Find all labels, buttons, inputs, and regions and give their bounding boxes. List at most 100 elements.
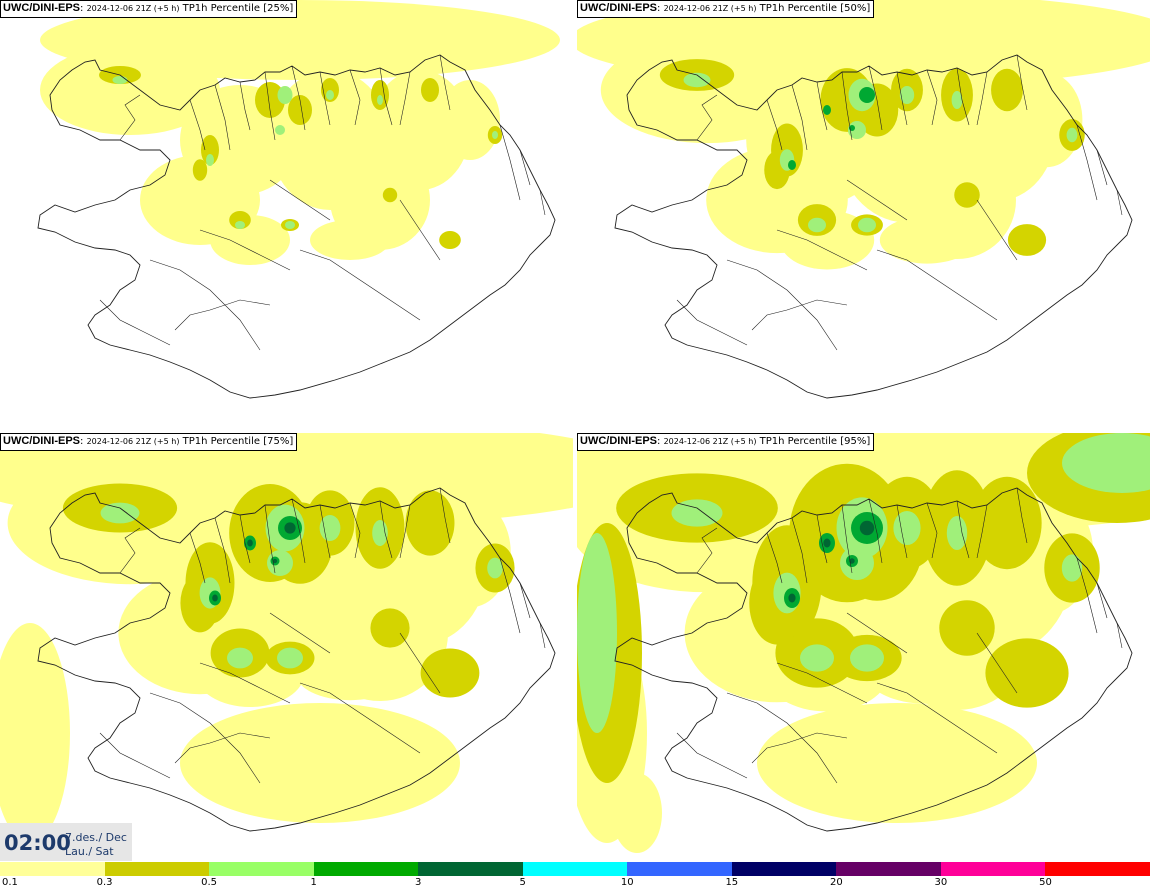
colorbar-label: 5 [519, 877, 526, 888]
precip-area-olive [972, 476, 1042, 570]
run-time: 2024-12-06 21Z (+5 h) [86, 4, 180, 13]
colorbar-label: 20 [829, 877, 843, 888]
map-panel-p50: UWC/DINI-EPS: 2024-12-06 21Z (+5 h) TP1h… [577, 0, 1150, 430]
precip-area-light [0, 623, 70, 843]
border-line [539, 622, 546, 649]
border-line [214, 517, 231, 584]
colorbar-label: 1 [310, 877, 317, 888]
product-name: TP1h Percentile [759, 436, 837, 447]
border-line [269, 179, 331, 221]
border-line [519, 582, 531, 619]
border-line [239, 514, 251, 564]
precip-area-light [40, 45, 220, 135]
border-line [726, 259, 838, 351]
colorbar-label: 0.5 [201, 877, 218, 888]
border-line [1116, 622, 1123, 649]
precip-area-lightgreen [683, 72, 711, 88]
precip-map [577, 0, 1150, 399]
coastline [614, 487, 1133, 832]
colorbar-segment [522, 862, 628, 876]
precip-area-light [310, 220, 390, 260]
precip-area-lightgreen [951, 91, 963, 109]
border-line [766, 99, 783, 151]
coastline [614, 54, 1133, 399]
precip-map [0, 433, 573, 843]
border-line [1116, 189, 1123, 216]
precip-area-olive [382, 187, 398, 203]
colorbar-segment [627, 862, 732, 876]
precip-area-lightgreen [899, 86, 915, 104]
precip-area-olive [421, 78, 439, 102]
border-line [119, 94, 141, 141]
precip-area-olive [192, 159, 208, 181]
border-line [896, 71, 908, 126]
precip-area-lightgreen [850, 644, 884, 672]
precip-area-lightgreen [1061, 554, 1083, 582]
map-panel-p75: UWC/DINI-EPS: 2024-12-06 21Z (+5 h) TP1h… [0, 433, 573, 863]
colorbar-label: 3 [414, 877, 422, 888]
coastline [37, 487, 556, 832]
border-line [499, 124, 521, 201]
colorbar-label: 10 [620, 877, 634, 888]
border-line [926, 69, 938, 126]
precip-area-olive [991, 68, 1023, 112]
colorbar-label: 30 [934, 877, 948, 888]
valid-time: 02:00 [4, 831, 71, 855]
precip-area-lightgreen [267, 550, 293, 576]
border-line [99, 299, 171, 346]
border-line [119, 527, 141, 574]
precip-area-light [612, 773, 662, 853]
precip-area-light [879, 216, 975, 264]
precip-area-darkgreen [859, 520, 875, 536]
valid-weekday: Lau./ Sat [65, 845, 114, 858]
border-line [264, 71, 276, 141]
border-line [189, 99, 206, 151]
percentile-label: [50%] [840, 3, 871, 14]
precip-area-lightgreen [1066, 127, 1078, 143]
product-name: TP1h Percentile [182, 3, 260, 14]
precip-area-light [440, 80, 500, 160]
panel-title: UWC/DINI-EPS: 2024-12-06 21Z (+5 h) TP1h… [577, 0, 875, 18]
precip-area-lightgreen [858, 217, 876, 233]
border-line [726, 692, 838, 784]
precip-area-lightgreen [112, 76, 128, 84]
border-line [269, 612, 331, 654]
run-time: 2024-12-06 21Z (+5 h) [663, 4, 757, 13]
border-line [399, 632, 441, 694]
precip-area-light [757, 703, 1037, 823]
border-line [791, 84, 808, 151]
border-line [896, 504, 908, 559]
precip-area-lightgreen [206, 154, 214, 166]
colorbar-segment [1045, 862, 1150, 876]
percentile-label: [95%] [840, 436, 871, 447]
precip-area-lightgreen [319, 515, 341, 541]
precip-area-light [295, 645, 405, 701]
border-line [846, 179, 908, 221]
border-line [149, 692, 261, 784]
border-line [99, 732, 171, 779]
precip-area-olive [420, 648, 480, 698]
border-line [976, 504, 988, 559]
border-line [1076, 557, 1098, 634]
colorbar-label: 15 [725, 877, 739, 888]
precip-map [577, 433, 1150, 853]
precip-area-darkgreen [247, 539, 253, 547]
border-line [868, 65, 883, 131]
precip-area-olive [939, 600, 995, 656]
border-line [876, 249, 998, 321]
panel-title: UWC/DINI-EPS: 2024-12-06 21Z (+5 h) TP1h… [0, 0, 298, 18]
border-line [926, 502, 938, 559]
precip-area-green [788, 160, 796, 170]
border-line [439, 54, 451, 111]
border-line [696, 94, 718, 141]
precip-area-lightgreen [100, 502, 140, 524]
precip-area-olive [229, 211, 251, 229]
border-line [379, 500, 393, 559]
precip-area-lightgreen [227, 647, 253, 669]
border-line [399, 504, 411, 559]
border-line [319, 71, 331, 126]
border-line [189, 532, 206, 584]
border-line [199, 662, 291, 704]
model-name: UWC/DINI-EPS [3, 2, 80, 14]
precip-area-lightgreen [275, 125, 285, 135]
